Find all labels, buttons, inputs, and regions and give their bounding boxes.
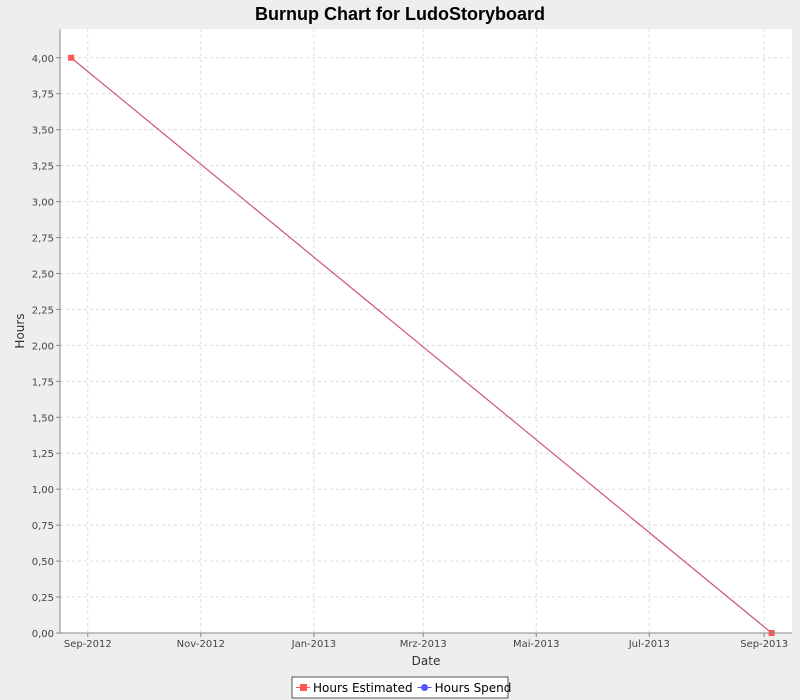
y-tick-label: 2,00 <box>32 341 54 352</box>
legend-label: Hours Estimated <box>313 681 413 695</box>
y-tick-label: 3,00 <box>32 198 54 209</box>
x-tick-label: Sep-2013 <box>740 639 788 650</box>
x-axis-ticks: Sep-2012 Nov-2012 Jan-2013 Mrz-2013 Mai-2013… <box>64 633 788 650</box>
y-tick-label: 0,50 <box>32 557 54 568</box>
y-axis-ticks: 0,00 0,25 0,50 0,75 1,00 1,25 1,50 1,75 2,00 2,25… <box>32 54 60 640</box>
y-tick-label: 1,50 <box>32 413 54 424</box>
y-tick-label: 3,25 <box>32 162 54 173</box>
x-axis-label: Date <box>412 654 441 668</box>
x-tick-label: Jul-2013 <box>628 639 670 650</box>
y-tick-label: 3,75 <box>32 90 54 101</box>
y-tick-label: 2,25 <box>32 305 54 316</box>
y-axis-label: Hours <box>13 313 27 348</box>
y-tick-label: 2,50 <box>32 269 54 280</box>
legend-marker <box>421 684 429 691</box>
plot-area <box>60 29 792 633</box>
grid-lines <box>60 29 792 633</box>
y-tick-label: 0,75 <box>32 521 54 532</box>
legend-box <box>291 676 509 699</box>
y-tick-label: 2,75 <box>32 234 54 245</box>
y-tick-label: 4,00 <box>32 54 54 65</box>
y-tick-label: 1,25 <box>32 449 54 460</box>
x-tick-label: Sep-2012 <box>64 639 112 650</box>
legend-marker <box>300 684 307 691</box>
y-tick-label: 3,50 <box>32 126 54 137</box>
x-tick-label: Mai-2013 <box>513 639 560 650</box>
series-line-0 <box>70 57 772 634</box>
chart-title: Burnup Chart for LudoStoryboard <box>255 4 545 24</box>
y-tick-label: 0,25 <box>32 593 54 604</box>
y-tick-label: 0,00 <box>32 629 54 640</box>
data-point <box>68 54 75 61</box>
x-tick-label: Mrz-2013 <box>400 639 447 650</box>
y-tick-label: 1,00 <box>32 485 54 496</box>
x-tick-label: Nov-2012 <box>177 639 225 650</box>
x-tick-label: Jan-2013 <box>291 639 336 650</box>
y-tick-label: 1,75 <box>32 377 54 388</box>
legend-label: Hours Spend <box>435 681 512 695</box>
legend: Hours Estimated Hours Spend <box>291 676 512 699</box>
